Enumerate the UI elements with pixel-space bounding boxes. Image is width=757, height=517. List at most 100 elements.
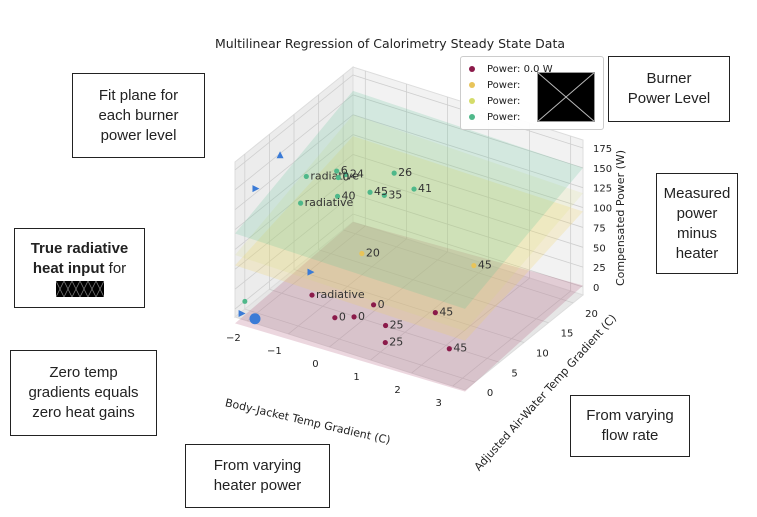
fit-plane [235, 222, 583, 392]
data-point [367, 189, 373, 195]
grid-line [234, 94, 584, 191]
legend-item: Power: [469, 78, 520, 92]
legend-label: Power: [487, 95, 521, 107]
data-point [351, 314, 357, 320]
grid-line [234, 213, 584, 310]
data-point [297, 200, 304, 206]
data-label: 45 [478, 259, 492, 272]
z-tick-label: 175 [593, 144, 612, 155]
data-point [334, 168, 340, 174]
grid-line [269, 134, 500, 363]
data-label: 35 [388, 188, 402, 201]
data-point [334, 193, 341, 199]
data-label: 45 [439, 306, 453, 319]
data-label: radiative [305, 196, 354, 209]
grid-line [293, 114, 525, 343]
data-point [432, 310, 438, 316]
annotation-line: Zero temp [49, 364, 118, 381]
annotation-fit-plane: Fit plane for each burner power level [72, 73, 205, 158]
annotation-line: heater power [213, 477, 302, 494]
grid-line [370, 110, 489, 361]
data-label: 40 [342, 189, 356, 202]
fit-plane [235, 136, 583, 341]
x-tick-label: −2 [226, 333, 241, 344]
data-point [381, 192, 387, 198]
grid-line [342, 74, 574, 304]
grid-line [329, 96, 448, 348]
z-tick-label: 150 [593, 164, 612, 175]
marker-circle [242, 298, 248, 304]
data-label: 26 [398, 166, 412, 179]
legend-marker [469, 66, 475, 72]
data-label: radiative [316, 288, 365, 301]
data-point [411, 186, 417, 192]
fit-plane [235, 90, 583, 309]
annotation-flow-rate: From varying flow rate [570, 395, 690, 457]
redaction-block [537, 72, 595, 122]
data-point [359, 250, 365, 257]
grid-line [234, 153, 584, 250]
annotation-radiative: True radiative heat input for [14, 228, 145, 308]
annotation-line: heat input for [33, 259, 126, 279]
data-point [382, 322, 389, 329]
data-label: 0 [342, 171, 349, 184]
annotation-line: each burner [98, 106, 179, 124]
legend-item: Power: 0.0 W [469, 62, 553, 76]
legend-label: Power: 0.0 W [487, 63, 553, 75]
z-tick-label: 0 [593, 283, 599, 294]
annotation-bold: heat input [32, 260, 105, 277]
annotation-line: zero heat gains [32, 404, 135, 421]
annotation-line: minus [676, 224, 717, 242]
marker-circle [249, 313, 261, 325]
annotation-line: Measured [663, 184, 731, 202]
data-label: 45 [453, 342, 467, 355]
data-point [370, 302, 377, 308]
data-label: 41 [418, 182, 432, 195]
data-point [335, 174, 341, 181]
redaction-block [55, 281, 104, 297]
annotation-line: Fit plane for [98, 86, 179, 104]
grid-line [452, 136, 572, 387]
z-tick-label: 50 [593, 243, 606, 254]
data-point [309, 292, 315, 298]
legend-marker [469, 82, 475, 88]
data-point [303, 173, 309, 180]
legend-label: Power: [487, 79, 521, 91]
grid-line [234, 173, 584, 270]
data-label: 45 [374, 185, 388, 198]
annotation-line: True radiative [31, 239, 129, 259]
annotation-burner-power: Burner Power Level [608, 56, 730, 122]
x-tick-label: 3 [435, 398, 441, 409]
annotation-line: power [676, 204, 718, 222]
x-tick-label: 0 [312, 359, 318, 370]
data-label: 25 [389, 336, 403, 349]
annotation-measured-power: Measured power minus heater [656, 173, 738, 274]
data-label: 0 [339, 311, 346, 324]
x-tick-label: −1 [267, 346, 282, 357]
data-point [391, 170, 397, 176]
marker-triangle [252, 185, 260, 193]
data-point [332, 315, 338, 321]
data-label: 24 [350, 167, 364, 180]
data-label: 25 [390, 318, 404, 331]
data-label: 6 [341, 164, 348, 177]
z-axis-label: Compensated Power (W) [614, 150, 627, 286]
legend-item: Power: [469, 110, 520, 124]
annotation-line: Power Level [627, 90, 711, 107]
annotation-line: Burner [646, 70, 692, 87]
annotation-line: flow rate [601, 427, 659, 444]
data-point [382, 339, 388, 346]
annotation-zero-gradient: Zero temp gradients equals zero heat gai… [10, 350, 157, 436]
legend-marker [469, 98, 475, 104]
z-tick-label: 75 [593, 223, 606, 234]
annotation-line: gradients equals [28, 384, 139, 401]
fit-plane [235, 114, 583, 332]
marker-triangle [276, 151, 284, 159]
grid-line [234, 134, 584, 230]
marker-triangle [307, 268, 315, 276]
data-label: 0 [358, 310, 365, 323]
annotation-line: heater [675, 244, 719, 262]
x-axis-label: Body-Jacket Temp Gradient (C) [224, 396, 392, 447]
y-tick-label: 0 [487, 388, 493, 399]
